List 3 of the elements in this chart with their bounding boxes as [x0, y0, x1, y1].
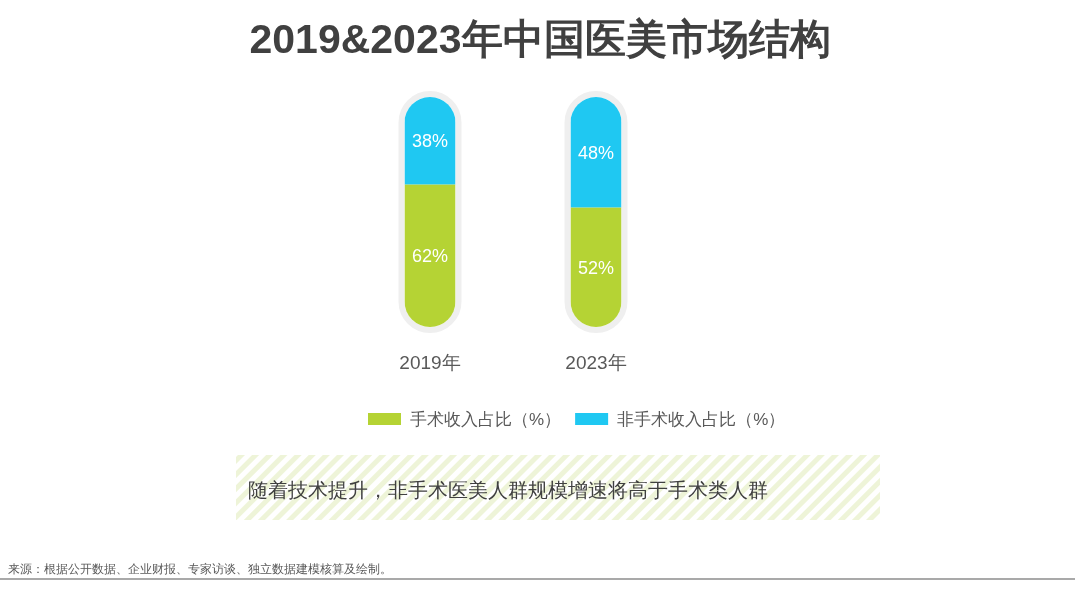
note: 随着技术提升，非手术医美人群规模增速将高于手术类人群	[248, 479, 768, 501]
source: 来源：根据公开数据、企业财报、专家访谈、独立数据建模核算及绘制。	[8, 562, 392, 576]
title: 2019&2023年中国医美市场结构	[249, 16, 831, 62]
